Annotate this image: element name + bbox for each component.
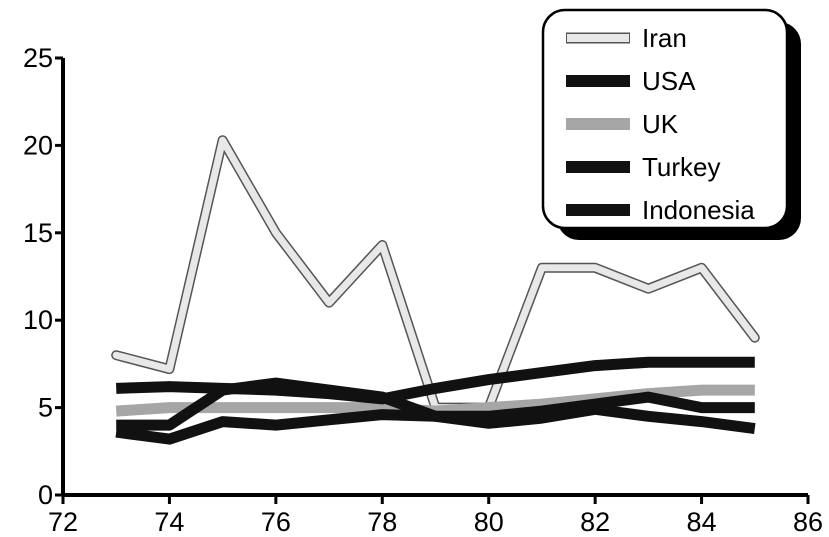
legend-box <box>541 8 789 230</box>
x-tick-label: 84 <box>687 507 717 537</box>
y-tick-label: 0 <box>38 480 53 510</box>
y-tick-label: 20 <box>23 130 53 160</box>
x-tick-label: 80 <box>474 507 504 537</box>
legend-label-usa: USA <box>642 66 696 96</box>
y-tick-label: 10 <box>23 305 53 335</box>
x-tick-label: 72 <box>48 507 78 537</box>
legend-label-uk: UK <box>642 109 679 139</box>
x-tick-label: 78 <box>367 507 397 537</box>
y-tick-label: 5 <box>38 393 53 423</box>
plot-lines <box>111 135 760 445</box>
x-tick-label: 74 <box>154 507 184 537</box>
legend-items: Iran USA UK Turkey Indonesia <box>566 23 755 225</box>
x-tick-label: 76 <box>261 507 291 537</box>
series-line-indonesia <box>116 356 755 405</box>
axes <box>61 58 808 497</box>
y-tick-label: 25 <box>23 43 53 73</box>
x-tick-label: 86 <box>793 507 823 537</box>
x-tick-label: 82 <box>580 507 610 537</box>
legend-label-iran: Iran <box>642 23 687 53</box>
series-line-turkey <box>115 403 756 445</box>
legend: Iran USA UK Turkey Indonesia <box>541 8 801 240</box>
legend-label-turkey: Turkey <box>642 152 721 182</box>
y-axis-ticks: 0 5 10 15 20 25 <box>23 43 63 510</box>
y-tick-label: 15 <box>23 218 53 248</box>
legend-label-indonesia: Indonesia <box>642 195 755 225</box>
x-axis-ticks: 72 74 76 78 80 82 84 86 <box>48 495 823 537</box>
